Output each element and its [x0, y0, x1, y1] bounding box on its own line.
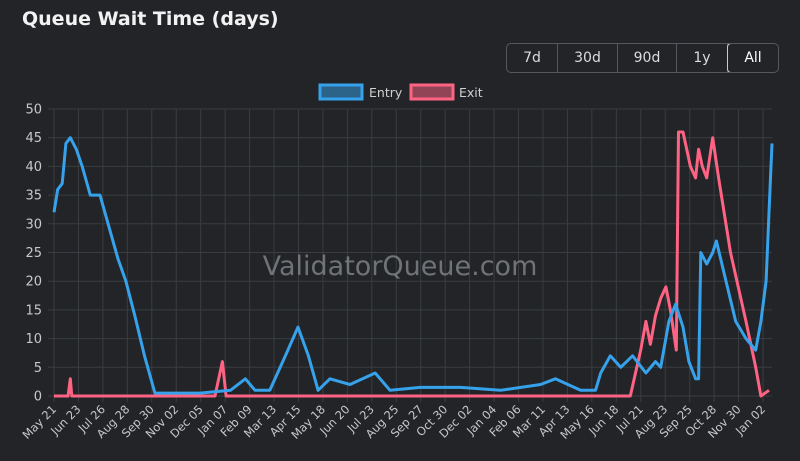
- legend-item-exit: Exit: [409, 83, 483, 101]
- range-all-button[interactable]: All: [727, 44, 778, 72]
- y-tick-label: 40: [25, 160, 42, 175]
- y-tick-label: 50: [25, 103, 42, 118]
- y-tick-label: 0: [34, 390, 42, 405]
- legend-swatch-exit: [409, 83, 455, 101]
- legend-label-exit: Exit: [459, 85, 483, 100]
- page-title: Queue Wait Time (days): [22, 8, 279, 30]
- y-tick-label: 15: [25, 303, 42, 318]
- legend-label-entry: Entry: [369, 85, 403, 100]
- y-axis: 0 5 10 15 20 25 30 35 40 45 50: [25, 103, 42, 405]
- y-tick-label: 30: [25, 217, 42, 232]
- y-tick-label: 45: [25, 131, 42, 146]
- legend: Entry Exit: [318, 83, 483, 101]
- legend-swatch-entry: [318, 83, 364, 101]
- y-tick-label: 5: [34, 361, 42, 376]
- y-tick-label: 25: [25, 246, 42, 261]
- legend-item-entry: Entry: [318, 83, 403, 101]
- watermark: ValidatorQueue.com: [263, 251, 538, 282]
- y-tick-label: 20: [25, 275, 42, 290]
- y-tick-label: 10: [25, 332, 42, 347]
- range-30d-button[interactable]: 30d: [558, 44, 618, 72]
- series-line-exit: [54, 130, 770, 398]
- y-tick-label: 35: [25, 189, 42, 204]
- time-range-selector: 7d 30d 90d 1y All: [506, 43, 779, 73]
- range-90d-button[interactable]: 90d: [618, 44, 677, 72]
- series-lines: [52, 130, 774, 398]
- series-line-entry: [52, 136, 774, 395]
- range-7d-button[interactable]: 7d: [507, 44, 558, 72]
